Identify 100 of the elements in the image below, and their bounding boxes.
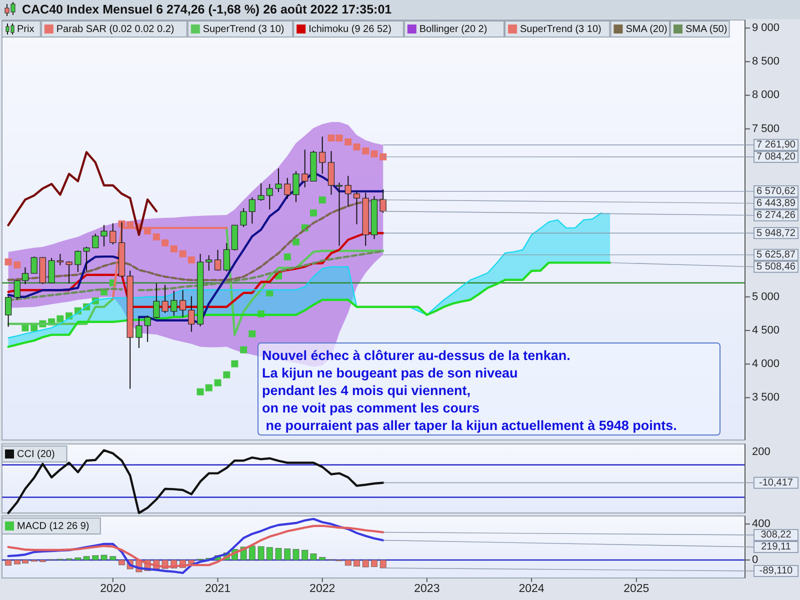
bar [110,556,116,560]
annotation: 6 443,89 [756,198,796,209]
y-tick-label: 400 [752,518,770,530]
x-tick-label: 2023 [414,583,440,595]
text: 200 [752,446,770,458]
point [336,134,343,142]
candlestick [284,177,291,200]
point [240,346,248,354]
bar [292,549,300,560]
candlestick [48,257,55,284]
point [231,360,238,368]
point [4,258,12,266]
point [310,209,317,216]
y-tick-label: 7 500 [752,122,780,135]
candlestick [30,256,38,274]
line-series [7,151,158,236]
legend-label: Bollinger (20 2) [419,24,488,36]
bar [266,547,273,560]
y-tick-label: 3 500 [752,392,780,404]
chart-title: CAC40 Index Mensuel 6 274,26 (-1,68 %) 26 août 2022 17:35:01 [22,2,392,16]
point [22,324,29,332]
point [56,315,64,322]
y-tick-label: 8 500 [752,56,780,68]
candlestick [380,188,386,214]
point [179,250,186,258]
candlestick [100,224,108,247]
point [152,233,160,240]
candlestick [266,183,273,210]
bar [362,560,369,568]
legend-label: SMA (50) [686,24,728,36]
y-tick-label: 4 000 [752,358,780,370]
point [248,330,256,338]
point [353,143,360,150]
point [328,134,335,142]
legend-label: SuperTrend (3 10) [520,24,602,36]
bar [380,560,386,568]
candlestick [275,168,282,193]
y-tick-label: 9 000 [752,22,780,34]
point [318,196,326,204]
y-tick-label: 8 000 [752,89,780,102]
bar [275,548,282,560]
point [170,245,178,252]
annotation: 5 508,46 [756,261,796,272]
point [370,150,378,158]
bar [371,560,378,567]
x-tick-label: 2020 [100,583,126,595]
bar [248,546,256,560]
legend-label: Ichimoku (9 26 52) [308,24,392,36]
point [162,239,169,246]
point [214,379,222,386]
legend-label: SuperTrend (3 10) [202,24,284,36]
candlestick [258,182,264,202]
bar [92,555,99,560]
point [380,153,387,160]
candlestick [214,249,222,272]
line-series [7,262,612,348]
x-tick-label: 2024 [518,583,545,595]
bar [118,560,125,566]
candlestick [292,170,300,203]
annotation: 6 570,62 [756,186,796,197]
point [292,238,300,246]
annotation: -10,417 [759,477,794,488]
candlestick [353,190,360,225]
point [14,261,21,268]
candlestick [110,222,116,245]
y-tick-label: 5 000 [752,290,780,303]
y-tick-label: 4 500 [752,324,780,336]
bar [302,550,308,560]
line-series [7,518,384,574]
point [344,138,352,146]
x-tick-label: 2021 [204,583,231,595]
bar [284,548,291,560]
candlestick [5,295,12,328]
bar [5,560,12,566]
point [188,256,195,264]
bar [100,554,108,560]
candlestick [344,175,352,207]
point [196,388,204,396]
legend-label: Parab SAR (0.02 0.02 0.2) [56,24,174,36]
point [362,147,370,154]
legend-label: MACD (12 26 9) [17,521,90,532]
candlestick [188,296,195,332]
candlestick [56,253,64,266]
annotation: -89,110 [759,566,794,577]
annotation: 5 948,72 [756,228,796,239]
candlestick [170,290,178,316]
annotation: 5 625,87 [756,249,796,260]
annotation: 7 084,20 [756,152,796,163]
annotation: 7 261,90 [756,140,796,151]
x-tick-label: 2025 [624,583,650,595]
legend-label: Prix [17,24,34,36]
candlestick [240,208,247,228]
candlestick [248,196,256,224]
bar [310,554,317,560]
bar [344,560,352,566]
candlestick [206,254,212,272]
annotation: 219,11 [761,542,792,553]
legend-label: SMA (20) [626,24,668,36]
x-tick-label: 2022 [310,583,336,595]
annotation: Nouvel échec à clôturer au-dessus de la tenkan. La kijun ne bougeant pas de son niveau pendant les 4 mois qui viennent, on ne voit pas comment les cours ne pourraient pas aller taper la kijun actuellement à 5948 points. [262,348,677,433]
